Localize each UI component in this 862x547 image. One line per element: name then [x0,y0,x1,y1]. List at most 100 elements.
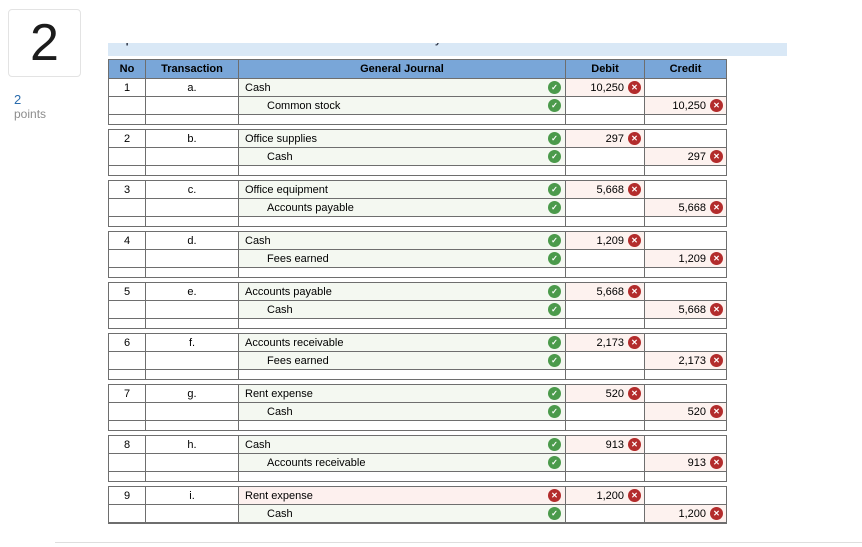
credit-amount: 10,250 [672,99,706,112]
debit-amount-empty-cell [566,199,645,216]
debit-account-name: Cash [245,81,271,94]
empty-cell [645,319,726,328]
debit-amount-cell: 520 ✕ [566,385,645,402]
credit-amount-cell: 5,668 ✕ [645,301,726,318]
empty-cell [146,115,239,124]
empty-cell [109,217,146,226]
debit-amount-cell: 297 ✕ [566,130,645,147]
empty-cell [566,268,645,277]
journal-entry-group: 2 b. Office supplies ✓ 297 ✕ Cash ✓ 297 … [108,129,727,176]
credit-amount-empty-cell [645,232,726,249]
credit-account-name: Cash [267,405,293,418]
credit-amount-empty-cell [645,334,726,351]
x-icon: ✕ [628,489,641,502]
empty-no-cell [109,505,146,522]
credit-amount-cell: 520 ✕ [645,403,726,420]
debit-account-name: Rent expense [245,387,313,400]
debit-amount-empty-cell [566,97,645,114]
credit-amount-cell: 5,668 ✕ [645,199,726,216]
empty-cell [109,268,146,277]
empty-cell [239,472,566,481]
check-icon: ✓ [548,285,561,298]
credit-amount-empty-cell [645,283,726,300]
entry-number: 6 [109,334,146,351]
entry-number: 5 [109,283,146,300]
debit-amount: 5,668 [596,183,624,196]
spacer-row [109,472,726,481]
debit-amount-empty-cell [566,250,645,267]
x-icon: ✕ [628,234,641,247]
debit-amount-cell: 5,668 ✕ [566,283,645,300]
empty-no-cell [109,454,146,471]
debit-account-cell: Rent expense ✓ [239,385,566,402]
empty-cell [109,166,146,175]
spacer-row [109,268,726,277]
journal-entry-group: 7 g. Rent expense ✓ 520 ✕ Cash ✓ 520 ✕ [108,384,727,431]
empty-no-cell [109,199,146,216]
column-header-credit: Credit [669,63,702,75]
journal-entry-group: 6 f. Accounts receivable ✓ 2,173 ✕ Fees … [108,333,727,380]
entry-number: 9 [109,487,146,504]
points-value: 2 [14,92,22,107]
x-icon: ✕ [628,438,641,451]
credit-account-name: Fees earned [267,252,329,265]
empty-cell [645,115,726,124]
check-icon: ✓ [548,507,561,520]
check-icon: ✓ [548,336,561,349]
credit-row: Cash ✓ 520 ✕ [109,403,726,421]
empty-transaction-cell [146,454,239,471]
journal-entries: 1 a. Cash ✓ 10,250 ✕ Common stock ✓ 10,2… [108,78,727,524]
credit-account-name: Cash [267,150,293,163]
credit-amount-cell: 1,200 ✕ [645,505,726,522]
spacer-row [109,319,726,328]
debit-account-cell: Cash ✓ [239,79,566,96]
spacer-row [109,370,726,379]
debit-amount-empty-cell [566,148,645,165]
credit-row: Cash ✓ 5,668 ✕ [109,301,726,319]
credit-account-cell: Accounts payable ✓ [239,199,566,216]
x-icon: ✕ [710,456,723,469]
check-icon: ✓ [548,150,561,163]
credit-account-name: Cash [267,507,293,520]
entry-transaction-letter: e. [146,283,239,300]
credit-account-name: Common stock [267,99,341,112]
x-icon: ✕ [710,405,723,418]
spacer-row [109,217,726,226]
debit-account-cell: Rent expense ✕ [239,487,566,504]
x-icon: ✕ [710,150,723,163]
debit-account-cell: Cash ✓ [239,232,566,249]
empty-cell [146,472,239,481]
empty-cell [239,370,566,379]
credit-amount-cell: 297 ✕ [645,148,726,165]
empty-no-cell [109,97,146,114]
empty-cell [566,319,645,328]
check-icon: ✓ [548,387,561,400]
journal-entry-group: 3 c. Office equipment ✓ 5,668 ✕ Accounts… [108,180,727,227]
credit-row: Accounts receivable ✓ 913 ✕ [109,454,726,472]
credit-account-name: Fees earned [267,354,329,367]
empty-transaction-cell [146,352,239,369]
check-icon: ✓ [548,405,561,418]
debit-amount: 1,200 [596,489,624,502]
points-indicator: 2 points [14,92,46,122]
credit-row: Accounts payable ✓ 5,668 ✕ [109,199,726,217]
entry-transaction-letter: c. [146,181,239,198]
debit-amount: 10,250 [590,81,624,94]
empty-transaction-cell [146,148,239,165]
credit-amount-cell: 10,250 ✕ [645,97,726,114]
journal-entry-group: 1 a. Cash ✓ 10,250 ✕ Common stock ✓ 10,2… [108,78,727,125]
debit-amount-cell: 1,200 ✕ [566,487,645,504]
debit-row: 4 d. Cash ✓ 1,209 ✕ [109,232,726,250]
entry-number: 4 [109,232,146,249]
credit-account-cell: Cash ✓ [239,301,566,318]
x-icon: ✕ [710,303,723,316]
debit-amount-cell: 5,668 ✕ [566,181,645,198]
credit-amount: 520 [687,405,706,418]
empty-cell [566,421,645,430]
journal-entry-group: 9 i. Rent expense ✕ 1,200 ✕ Cash ✓ 1,200… [108,486,727,524]
x-icon: ✕ [548,489,561,502]
entry-number: 2 [109,130,146,147]
x-icon: ✕ [628,285,641,298]
empty-cell [146,166,239,175]
credit-account-cell: Common stock ✓ [239,97,566,114]
